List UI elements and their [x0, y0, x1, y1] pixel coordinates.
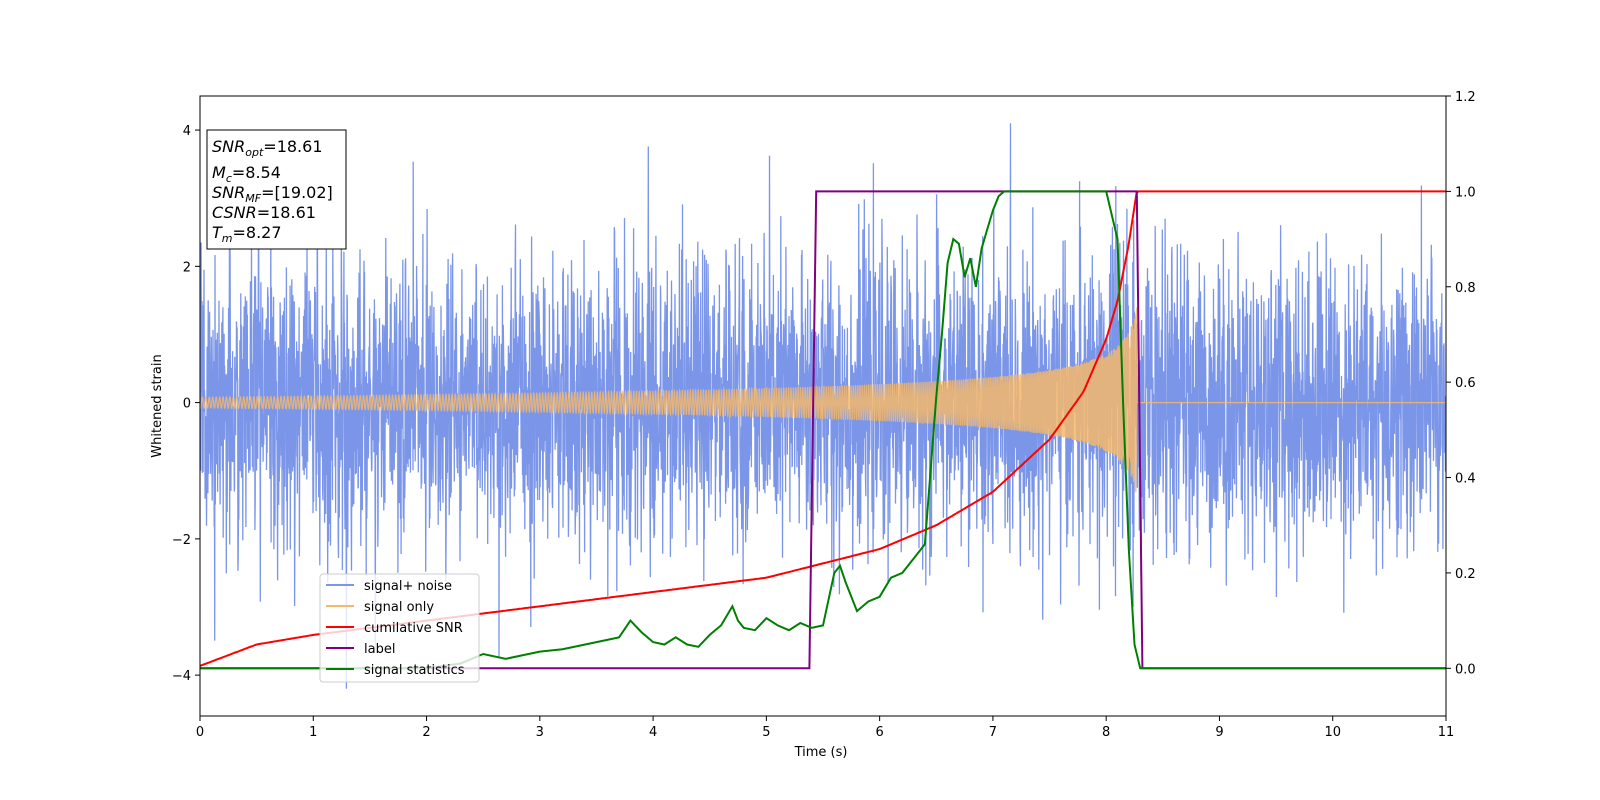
legend-label-statistics: signal statistics	[364, 663, 465, 678]
y2-tick-label: 0.0	[1455, 662, 1476, 677]
legend-label-noise: signal+ noise	[364, 579, 452, 594]
legend: signal+ noise signal only cumilative SNR…	[319, 573, 480, 683]
y-axis-label: Whitened strain	[150, 354, 165, 457]
plot-frame	[199, 95, 1447, 717]
y2-tick-label: 0.6	[1455, 376, 1476, 391]
x-tick-label: 7	[989, 725, 997, 740]
x-tick-label: 5	[762, 725, 770, 740]
y-tick-label: 4	[183, 124, 191, 139]
y-tick-label: −2	[172, 533, 191, 548]
info-snr-opt: SNRopt=18.61	[212, 137, 323, 159]
legend-label-signal: signal only	[364, 600, 434, 615]
x-tick-label: 10	[1324, 725, 1341, 740]
legend-frame	[319, 573, 480, 683]
y-axis-left: −4 −2 0 2 4	[172, 124, 200, 684]
legend-label-label: label	[364, 642, 395, 657]
info-tm: Tm=8.27	[212, 223, 282, 245]
x-tick-label: 1	[309, 725, 317, 740]
info-box-frame	[206, 129, 347, 250]
y2-tick-label: 0.2	[1455, 567, 1476, 582]
y2-tick-label: 0.4	[1455, 472, 1476, 487]
y-tick-label: 0	[183, 397, 191, 412]
info-box: SNRopt=18.61 Mc=8.54 SNRMF=[19.02] CSNR=…	[206, 129, 347, 250]
x-axis-label: Time (s)	[794, 745, 848, 760]
noise-series-layer	[200, 123, 1446, 689]
x-tick-label: 2	[422, 725, 430, 740]
y-axis-right: 0.0 0.2 0.4 0.6 0.8 1.0 1.2	[1446, 90, 1476, 677]
x-tick-label: 11	[1438, 725, 1455, 740]
signal-series-layer	[200, 307, 1446, 493]
x-tick-label: 3	[536, 725, 544, 740]
series-signal-only-line	[200, 307, 1446, 493]
y-tick-label: 2	[183, 260, 191, 275]
info-mc: Mc=8.54	[212, 163, 281, 185]
series-signal-noise-line	[200, 123, 1446, 689]
x-tick-label: 6	[875, 725, 883, 740]
legend-label-cumulative-snr: cumilative SNR	[364, 621, 463, 636]
y2-tick-label: 0.8	[1455, 281, 1476, 296]
x-axis: 0 1 2 3 4 5 6 7 8 9 10 11	[196, 716, 1454, 740]
x-tick-label: 9	[1215, 725, 1223, 740]
x-tick-label: 4	[649, 725, 657, 740]
y2-tick-label: 1.2	[1455, 90, 1476, 105]
y2-tick-label: 1.0	[1455, 185, 1476, 200]
info-csnr: CSNR=18.61	[212, 203, 316, 222]
series-signal-statistics-line	[200, 190, 1446, 670]
y-tick-label: −4	[172, 669, 191, 684]
info-snr-mf: SNRMF=[19.02]	[212, 183, 333, 205]
x-tick-label: 0	[196, 725, 204, 740]
x-tick-label: 8	[1102, 725, 1110, 740]
